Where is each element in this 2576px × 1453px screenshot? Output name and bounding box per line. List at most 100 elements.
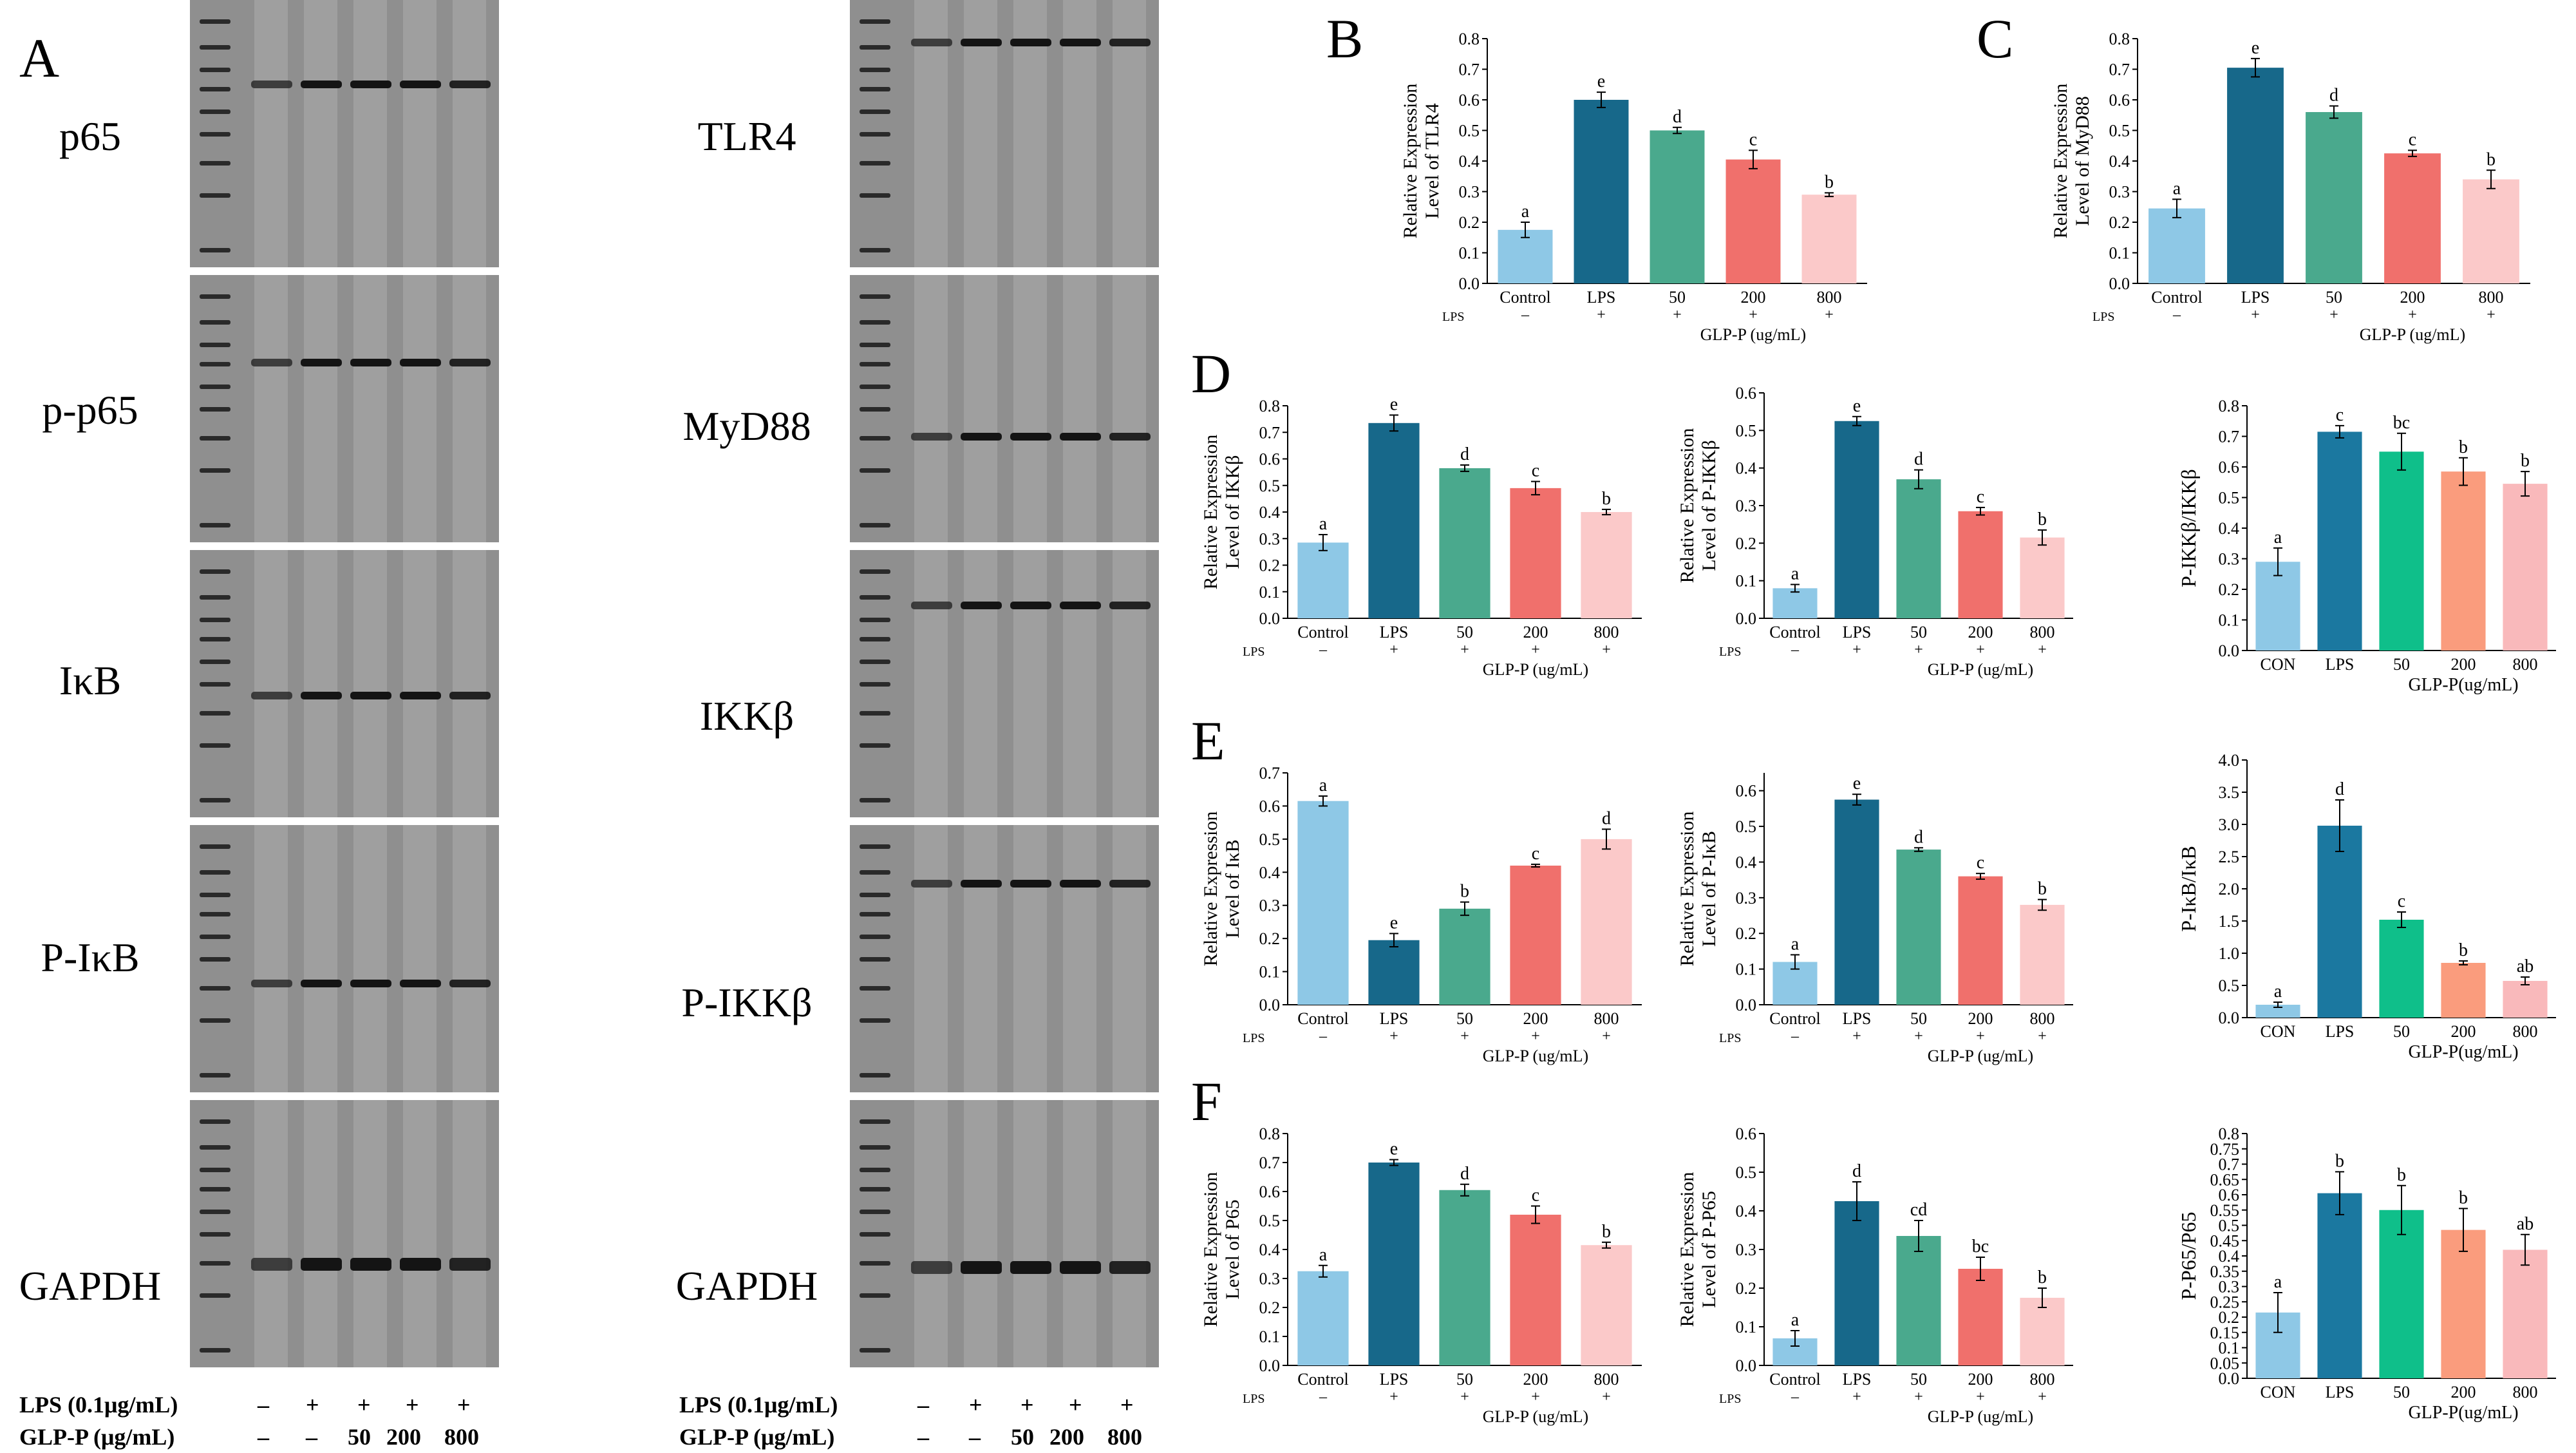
- x-tick-label: 200: [2451, 655, 2476, 674]
- lane-streak: [1013, 275, 1047, 542]
- y-tick-label: 0.5: [1736, 817, 1757, 836]
- ladder-band: [200, 1210, 230, 1214]
- glp-label-right: GLP-P (μg/mL): [679, 1424, 835, 1450]
- lps-sign: +: [306, 1392, 319, 1418]
- blot-label-myd88: MyD88: [682, 403, 811, 449]
- y-axis-label: Level of TLR4: [1422, 103, 1443, 218]
- ladder-band: [200, 45, 230, 50]
- blot-panel: [850, 275, 1159, 542]
- x-tick-label: 200: [2400, 288, 2425, 307]
- x-tick-label: Control: [1500, 288, 1550, 307]
- lps-sign: –: [1521, 307, 1530, 323]
- lps-row-label: LPS: [1243, 1392, 1264, 1406]
- y-tick-label: 0.5: [1736, 1163, 1757, 1182]
- y-tick-label: 0.1: [2109, 244, 2130, 263]
- protein-band: [911, 880, 952, 888]
- ladder-band: [200, 912, 230, 916]
- ladder-band: [860, 1187, 890, 1192]
- y-axis-label: Relative Expression: [1677, 812, 1698, 967]
- y-tick-label: 0.0: [2219, 1009, 2240, 1027]
- y-axis-label: Relative Expression: [2050, 84, 2071, 239]
- ladder-band: [200, 320, 230, 325]
- y-tick-label: 0.1: [1259, 963, 1281, 982]
- bar: [1439, 468, 1490, 618]
- significance-letter: d: [1673, 107, 1682, 127]
- lps-row-right: LPS (0.1μg/mL) – – + + + +: [679, 1391, 1169, 1421]
- ladder-band: [200, 523, 230, 527]
- ladder-band: [860, 637, 890, 641]
- significance-letter: b: [2459, 437, 2468, 457]
- ladder-band: [200, 618, 230, 622]
- bar: [1650, 130, 1705, 283]
- lane-streak: [254, 825, 288, 1092]
- bar: [2441, 963, 2486, 1018]
- western-blot-right: [850, 0, 1159, 1385]
- lane-streak: [914, 1100, 948, 1367]
- significance-letter: a: [1791, 1310, 1800, 1330]
- y-tick-label: 0.2: [1736, 1279, 1757, 1298]
- significance-letter: c: [1749, 129, 1757, 149]
- protein-band: [301, 1258, 342, 1271]
- significance-letter: b: [1825, 172, 1834, 192]
- lane-streak: [1063, 825, 1096, 1092]
- lane-streak: [304, 275, 337, 542]
- x-axis-label: GLP-P (ug/mL): [1483, 1047, 1588, 1065]
- protein-band: [301, 359, 342, 366]
- protein-band: [1060, 880, 1101, 888]
- glp-sign: 50: [1011, 1424, 1034, 1450]
- y-axis-label: Relative Expression: [1200, 812, 1221, 967]
- ladder-band: [200, 1168, 230, 1172]
- lane-streak: [254, 275, 288, 542]
- ladder-band: [200, 1119, 230, 1124]
- y-tick-label: 0.0: [2219, 641, 2240, 660]
- blot-panel: [850, 825, 1159, 1092]
- x-tick-label: CON: [2261, 1383, 2296, 1401]
- y-tick-label: 2.5: [2219, 848, 2240, 866]
- significance-letter: d: [1460, 444, 1469, 464]
- protein-band: [1010, 39, 1051, 46]
- ladder-band: [860, 1210, 890, 1214]
- x-tick-label: 800: [1594, 623, 1619, 641]
- chart-tlr4: 0.0 0.1 0.2 0.3 0.4 0.5 0.6 0.7 0.8 Relative Expr…: [1400, 30, 1867, 344]
- protein-band: [301, 81, 342, 88]
- protein-band: [961, 602, 1002, 609]
- protein-band: [1010, 433, 1051, 441]
- ladder-band: [860, 132, 890, 137]
- chart-myd88: 0.0 0.1 0.2 0.3 0.4 0.5 0.6 0.7 0.8 Relative Expr…: [2050, 30, 2530, 344]
- ladder-band: [860, 1348, 890, 1353]
- y-tick-label: 0.5: [2219, 1217, 2240, 1235]
- y-tick-label: 0.4: [2109, 152, 2130, 171]
- lps-sign: –: [1319, 641, 1328, 658]
- significance-letter: bc: [2393, 413, 2410, 433]
- x-tick-label: 50: [1910, 1370, 1927, 1389]
- y-tick-label: 0.5: [1259, 830, 1281, 849]
- x-tick-label: 800: [1594, 1009, 1619, 1028]
- significance-letter: a: [2173, 178, 2181, 198]
- lps-sign: +: [969, 1392, 982, 1418]
- lane-streak: [1113, 550, 1146, 817]
- x-tick-label: LPS: [1587, 288, 1616, 307]
- ladder-band: [200, 1187, 230, 1192]
- y-tick-label: 0.1: [1259, 1327, 1281, 1346]
- lane-streak: [964, 550, 997, 817]
- lps-sign: +: [2487, 307, 2496, 323]
- blot-label-ikkb: IKKβ: [699, 693, 794, 739]
- significance-letter: a: [1319, 1245, 1328, 1265]
- protein-band: [911, 602, 952, 609]
- ladder-band: [860, 1168, 890, 1172]
- y-tick-label: 0.6: [1259, 450, 1281, 469]
- significance-letter: ab: [2517, 1214, 2534, 1234]
- protein-band: [911, 433, 952, 441]
- y-tick-label: 4.0: [2219, 751, 2240, 770]
- protein-band: [1060, 39, 1101, 46]
- protein-band: [251, 359, 292, 366]
- y-tick-label: 0.7: [2219, 1155, 2240, 1174]
- lane-streak: [403, 550, 437, 817]
- y-tick-label: 0.3: [1259, 1269, 1281, 1288]
- lane-streak: [304, 0, 337, 267]
- x-tick-label: 200: [1968, 1009, 1993, 1028]
- chart-p-p65: 0.0 0.1 0.2 0.3 0.4 0.5 0.6 Relative Expression…: [1677, 1125, 2073, 1426]
- protein-band: [911, 39, 952, 46]
- y-tick-label: 0.6: [2219, 1186, 2240, 1204]
- blot-panel: [190, 825, 499, 1092]
